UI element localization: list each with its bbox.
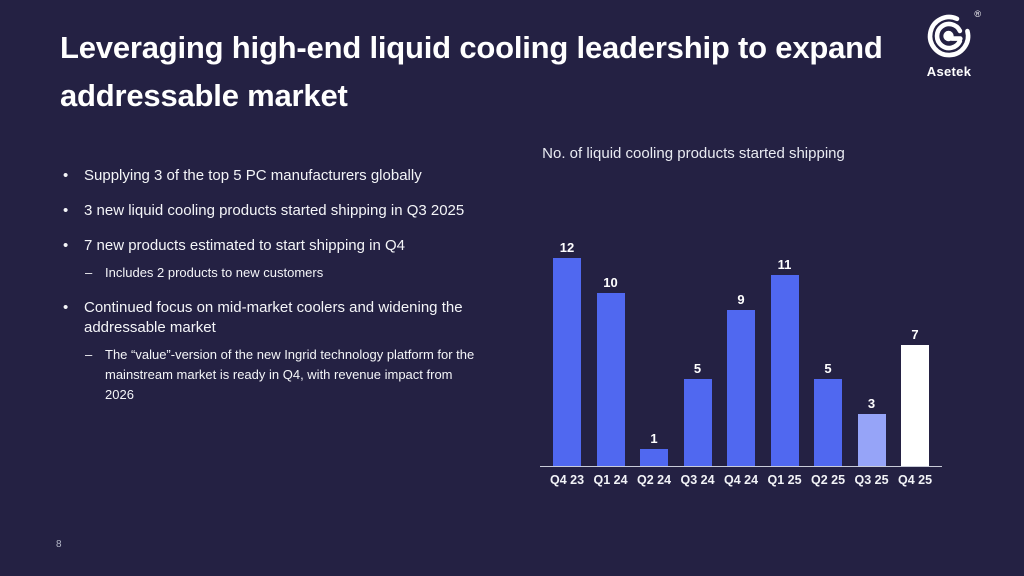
bar — [683, 379, 712, 466]
bar — [770, 275, 799, 466]
x-axis-label: Q4 24 — [723, 473, 759, 487]
x-axis-label: Q4 25 — [897, 473, 933, 487]
bar — [727, 310, 755, 466]
bar-group: 9 — [727, 292, 755, 466]
bar-group: 1 — [640, 431, 668, 466]
x-axis-label: Q3 24 — [680, 473, 715, 487]
bullet-item: 3 new liquid cooling products started sh… — [60, 201, 512, 221]
bar-value-label: 11 — [777, 257, 792, 272]
asetek-spiral-icon — [927, 14, 971, 58]
bar-value-label: 3 — [867, 396, 876, 411]
slide-title: Leveraging high-end liquid cooling leade… — [60, 30, 883, 113]
bar-group: 7 — [901, 327, 929, 466]
logo-brand-text: Asetek — [926, 64, 972, 79]
bullet-list: Supplying 3 of the top 5 PC manufacturer… — [60, 166, 512, 405]
bar — [814, 379, 842, 466]
asetek-logo-mark: ® — [925, 9, 981, 58]
bar — [596, 293, 625, 466]
bar-value-label: 7 — [911, 327, 919, 342]
bullet-item: 7 new products estimated to start shippi… — [60, 236, 512, 256]
bar-value-label: 9 — [737, 292, 745, 307]
x-axis-label: Q4 23 — [549, 473, 585, 487]
bar-group: 12 — [553, 240, 581, 466]
x-axis-label: Q2 24 — [636, 473, 672, 487]
x-axis-line — [540, 466, 942, 467]
bar-group: 11 — [770, 257, 799, 466]
bar-group: 3 — [857, 396, 886, 466]
bar — [640, 449, 668, 466]
asetek-logo: ® Asetek — [918, 9, 981, 79]
bar-value-label: 10 — [603, 275, 618, 290]
bar-group: 5 — [683, 361, 712, 466]
bar — [857, 414, 886, 466]
bar-group: 5 — [814, 361, 842, 466]
x-axis-label: Q3 25 — [854, 473, 889, 487]
bar-chart: No. of liquid cooling products started s… — [540, 146, 942, 506]
x-axis-label: Q1 25 — [767, 473, 802, 487]
x-axis-labels: Q4 23 Q1 24 Q2 24 Q3 24 Q4 24 Q1 25 Q2 25 Q3 25… — [549, 473, 933, 487]
bar-value-label: 1 — [650, 431, 658, 446]
sub-bullet-item: The “value”-version of the new Ingrid te… — [84, 345, 484, 405]
registered-trademark-symbol: ® — [974, 9, 981, 19]
chart-title: No. of liquid cooling products started s… — [542, 145, 845, 162]
bullet-item: Supplying 3 of the top 5 PC manufacturer… — [60, 166, 512, 186]
page-number: 8 — [56, 539, 62, 550]
x-axis-label: Q1 24 — [593, 473, 628, 487]
bar-value-label: 5 — [693, 361, 702, 376]
bar — [901, 345, 929, 466]
x-axis-label: Q2 25 — [810, 473, 846, 487]
chart-plot-area: 12 10 1 5 9 11 5 3 7 — [553, 240, 929, 466]
sub-bullet-item: Includes 2 products to new customers — [84, 263, 484, 283]
bar-value-label: 5 — [824, 361, 832, 376]
bar-value-label: 12 — [559, 240, 575, 255]
bar-group: 10 — [596, 275, 625, 466]
bullet-item: Continued focus on mid-market coolers an… — [60, 298, 512, 338]
bar — [553, 258, 581, 466]
